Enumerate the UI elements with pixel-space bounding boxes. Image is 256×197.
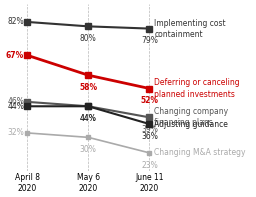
Text: Adjusting guidance: Adjusting guidance [154,120,228,128]
Text: 30%: 30% [80,145,97,154]
Text: 79%: 79% [141,36,158,45]
Text: 46%: 46% [7,97,24,106]
Text: 80%: 80% [80,34,97,43]
Text: 52%: 52% [141,96,158,105]
Text: 67%: 67% [6,51,24,60]
Text: Deferring or canceling
planned investments: Deferring or canceling planned investmen… [154,78,240,98]
Text: Implementing cost
containment: Implementing cost containment [154,19,226,39]
Text: 32%: 32% [7,128,24,138]
Text: 39%: 39% [141,125,158,134]
Text: 23%: 23% [141,161,158,170]
Text: Changing company
financing plans: Changing company financing plans [154,107,229,127]
Text: 82%: 82% [7,17,24,26]
Text: 44%: 44% [80,114,97,123]
Text: 58%: 58% [79,83,97,92]
Text: 36%: 36% [141,132,158,141]
Text: Changing M&A strategy: Changing M&A strategy [154,148,246,157]
Text: 44%: 44% [7,102,24,111]
Text: 44%: 44% [80,114,97,123]
